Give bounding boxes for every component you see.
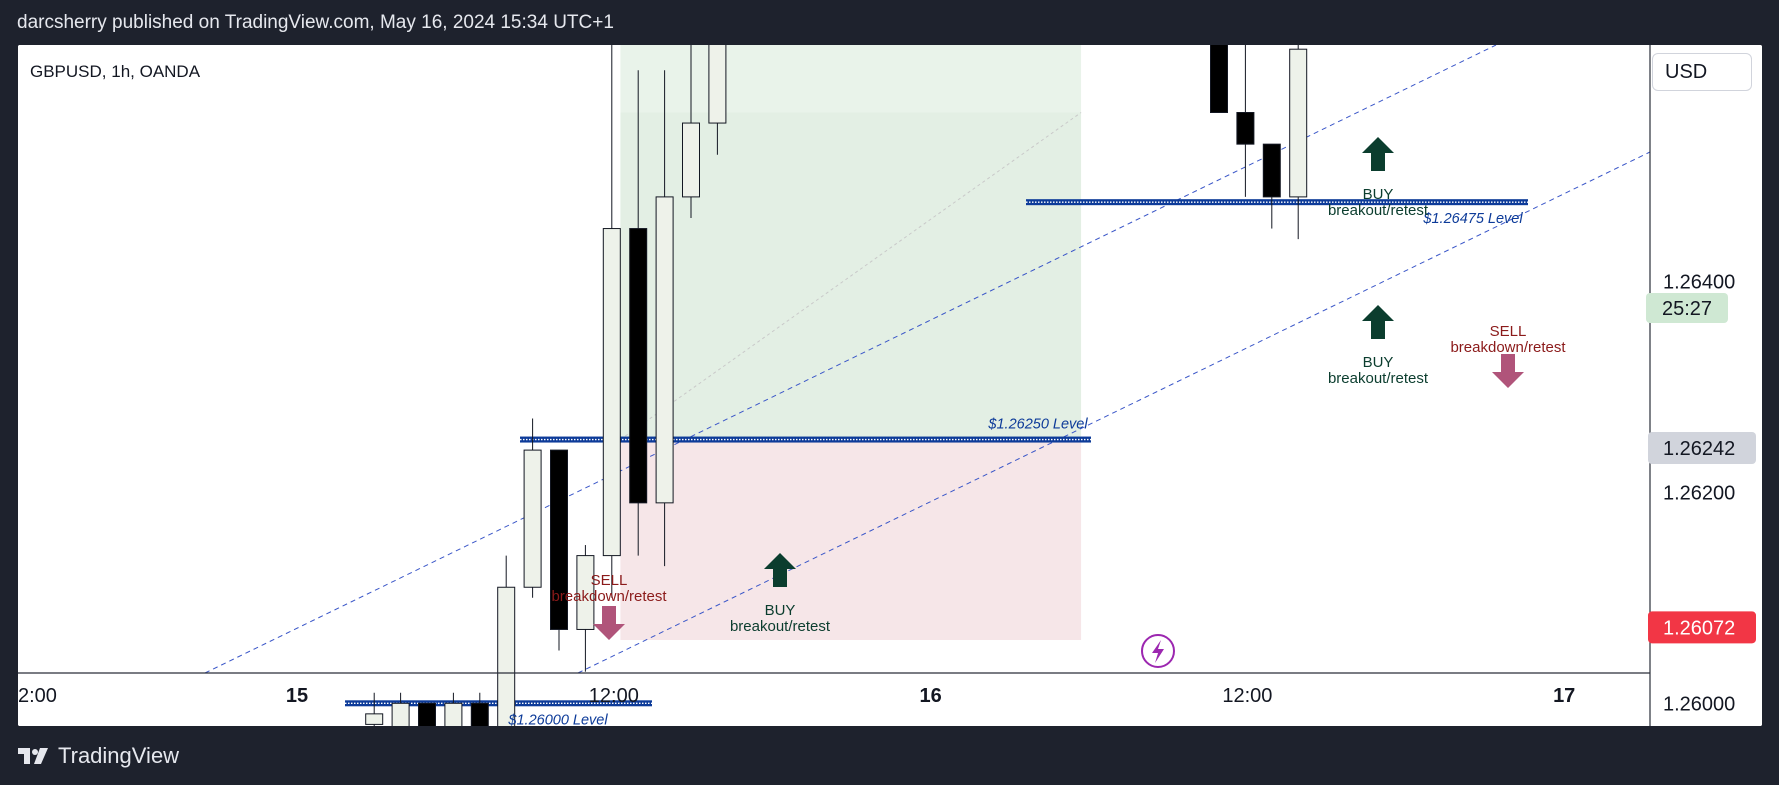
bullish-candle[interactable]	[655, 196, 674, 504]
time-tick-label: 15	[286, 685, 308, 707]
chart-panel[interactable]: GBPUSD, 1h, OANDA$1.27000 Level$1.26700 …	[18, 45, 1762, 726]
currency-button[interactable]: USD	[1652, 53, 1752, 91]
bullish-candle[interactable]	[1289, 48, 1308, 198]
annotation-title: BUY	[765, 602, 796, 619]
time-tick-label: 12:00	[589, 685, 639, 707]
bullish-candle[interactable]	[576, 555, 595, 630]
tradingview-logo-text: TradingView	[58, 743, 180, 768]
buy-arrow-icon[interactable]	[764, 553, 796, 587]
level-label: $1.26475 Level	[1422, 211, 1523, 227]
price-tick-label: 1.26400	[1663, 271, 1735, 293]
bullish-candle[interactable]	[602, 228, 621, 557]
countdown-badge-bg	[1646, 293, 1728, 323]
annotation-subtitle: breakdown/retest	[551, 588, 667, 605]
time-tick-label: 2:00	[18, 685, 57, 707]
annotation-title: BUY	[1363, 186, 1394, 203]
sell-arrow-icon[interactable]	[593, 606, 625, 640]
bearish-candle[interactable]	[418, 702, 436, 726]
bearish-candle[interactable]	[629, 228, 648, 504]
buy-arrow-icon[interactable]	[1362, 137, 1394, 171]
position-dotted-line	[620, 112, 1082, 440]
annotation-subtitle: breakout/retest	[1328, 370, 1429, 387]
candlestick-chart[interactable]: GBPUSD, 1h, OANDA$1.27000 Level$1.26700 …	[18, 45, 1762, 726]
level-bar	[1026, 199, 1528, 206]
annotation-subtitle: breakdown/retest	[1450, 339, 1566, 356]
lightning-icon-glyph	[1152, 640, 1164, 663]
buy-arrow-icon[interactable]	[1362, 305, 1394, 339]
price-tag-bg	[1648, 611, 1756, 644]
level-label: $1.26000 Level	[507, 712, 608, 726]
bearish-candle[interactable]	[1210, 45, 1228, 113]
price-tick-label: 1.26200	[1663, 482, 1735, 504]
bearish-candle[interactable]	[1262, 143, 1281, 198]
publisher-header: darcsherry published on TradingView.com,…	[17, 12, 614, 33]
annotation-title: SELL	[591, 572, 628, 589]
bearish-candle[interactable]	[1236, 112, 1255, 145]
countdown-badge: 25:27	[1662, 298, 1712, 320]
price-tag-bg	[1648, 431, 1756, 464]
time-tick-label: 12:00	[1222, 685, 1272, 707]
bullish-candle[interactable]	[365, 713, 384, 725]
bullish-candle[interactable]	[523, 449, 542, 588]
target-zone-upper	[620, 45, 1082, 113]
annotation-subtitle: breakout/retest	[730, 618, 831, 635]
tradingview-logo-icon	[18, 748, 48, 764]
bullish-candle[interactable]	[497, 586, 516, 726]
tradingview-logo[interactable]: TradingView	[18, 743, 179, 769]
annotation-title: SELL	[1490, 323, 1527, 340]
annotation-subtitle: breakout/retest	[1328, 202, 1429, 219]
symbol-title: GBPUSD, 1h, OANDA	[30, 62, 201, 81]
bullish-candle[interactable]	[682, 122, 700, 198]
bullish-candle[interactable]	[391, 702, 410, 726]
stop-zone	[620, 439, 1082, 640]
annotation-title: BUY	[1363, 354, 1394, 371]
time-tick-label: 16	[919, 685, 941, 707]
price-tag: 1.26072	[1663, 617, 1735, 639]
bearish-candle[interactable]	[470, 702, 489, 726]
price-tick-label: 1.26000	[1663, 693, 1735, 715]
bearish-candle[interactable]	[550, 449, 568, 630]
price-tag: 1.26242	[1663, 438, 1735, 460]
sell-arrow-icon[interactable]	[1492, 354, 1524, 388]
bullish-candle[interactable]	[708, 45, 727, 124]
level-label: $1.26250 Level	[987, 417, 1088, 433]
channel-line-lower	[577, 151, 1651, 674]
time-tick-label: 17	[1553, 685, 1575, 707]
bullish-candle[interactable]	[444, 702, 463, 726]
